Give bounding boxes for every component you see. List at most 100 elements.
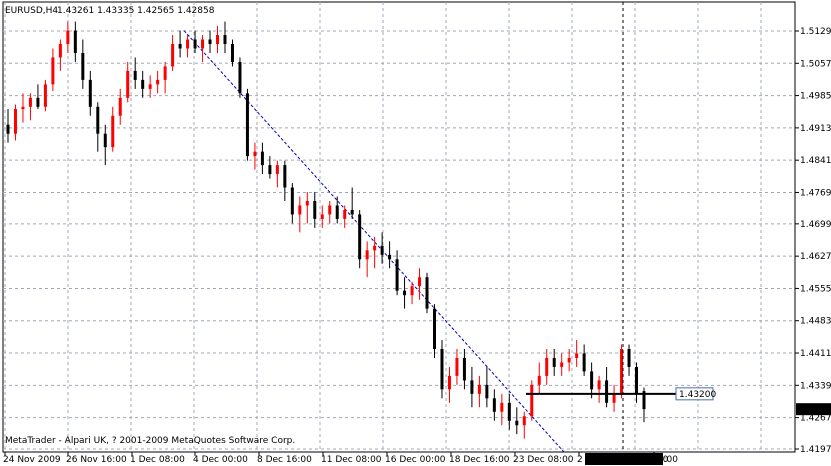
candle-body xyxy=(305,200,309,206)
current-price-label: 1.42858 xyxy=(798,405,831,415)
candle-body xyxy=(507,402,511,421)
candle-body xyxy=(245,93,249,157)
candle-body xyxy=(410,286,414,296)
candle-body xyxy=(328,205,332,215)
candle-body xyxy=(545,357,549,376)
candle-body xyxy=(537,375,541,385)
candle-body xyxy=(298,205,302,215)
candle-body xyxy=(96,106,100,134)
candle-body xyxy=(485,384,489,399)
trendline[interactable] xyxy=(183,30,565,453)
hline-label: 1.43200 xyxy=(679,390,716,400)
candle-body xyxy=(447,375,451,390)
y-tick-label: 1.49850 xyxy=(800,92,831,102)
candle-body xyxy=(223,35,227,45)
candle-body xyxy=(126,70,130,98)
x-tick-label: 16 Dec 00:00 xyxy=(385,455,446,465)
candle-body xyxy=(418,277,422,287)
candle-body xyxy=(455,357,459,376)
candle-body xyxy=(380,245,384,255)
candle-body xyxy=(275,165,279,175)
y-tick-label: 1.48410 xyxy=(800,156,831,166)
candle-body xyxy=(388,254,392,260)
candle-body xyxy=(552,357,556,367)
y-tick-label: 1.44110 xyxy=(800,349,831,359)
y-tick-label: 1.50570 xyxy=(800,59,831,69)
candle-body xyxy=(515,420,519,426)
candle-body xyxy=(268,165,272,175)
candle-body xyxy=(73,30,77,53)
candle-body xyxy=(560,362,564,367)
y-tick-label: 1.46270 xyxy=(800,252,831,262)
candle-body xyxy=(111,115,115,148)
price-axis: 1.51290 1.50570 1.49850 1.49130 1.48410 1.476… xyxy=(795,27,831,455)
ohlc-readout: 1.43261 1.43335 1.42565 1.42858 xyxy=(57,6,215,16)
candle-body xyxy=(133,70,137,80)
candle-body xyxy=(395,259,399,291)
time-axis: 24 Nov 2009 26 Nov 16:00 1 Dec 08:00 4 Dec … xyxy=(3,452,678,465)
y-tick-label: 1.49130 xyxy=(800,124,831,134)
y-tick-label: 1.44830 xyxy=(800,317,831,327)
candle-body xyxy=(178,44,182,49)
candle-body xyxy=(260,151,264,166)
symbol-title: EURUSD,H4 xyxy=(5,6,58,16)
y-tick-label: 1.47690 xyxy=(800,188,831,198)
candle-body xyxy=(350,209,354,215)
candle-body xyxy=(335,205,339,219)
candle-body xyxy=(118,97,122,116)
candle-body xyxy=(590,371,594,390)
crosshair-time-label: 2009.12.31 00:00 xyxy=(588,455,669,465)
candle-body xyxy=(575,353,579,358)
candle-body xyxy=(58,44,62,58)
candle-body xyxy=(320,214,324,219)
y-tick-label: 1.43390 xyxy=(800,381,831,391)
candle-body xyxy=(43,84,47,107)
crosshair-time-box xyxy=(585,453,663,465)
candle-body xyxy=(642,391,646,410)
candle-body xyxy=(567,357,571,363)
candle-body xyxy=(156,79,160,85)
x-tick-label: 4 Dec 00:00 xyxy=(193,455,248,465)
candle-body xyxy=(103,133,107,148)
crosshair: 2009.12.31 00:00 xyxy=(585,2,669,465)
candle-body xyxy=(440,348,444,390)
y-tick-label: 1.51290 xyxy=(800,27,831,37)
copyright-text: MetaTrader - Alpari UK, ? 2001-2009 Meta… xyxy=(5,436,295,446)
candle-body xyxy=(193,39,197,49)
candle-body xyxy=(373,245,377,251)
candle-body xyxy=(186,39,190,49)
candle-body xyxy=(88,79,92,107)
candle-body xyxy=(313,200,317,219)
grid-lines xyxy=(2,1,796,453)
candle-body xyxy=(605,380,609,403)
candle-body xyxy=(492,398,496,412)
candle-body xyxy=(66,30,70,45)
candle-body xyxy=(343,209,347,219)
x-tick-label: 26 Nov 16:00 xyxy=(66,455,127,465)
candle-body xyxy=(148,84,152,89)
candle-body xyxy=(290,187,294,215)
x-tick-label: 8 Dec 16:00 xyxy=(257,455,312,465)
candle-body xyxy=(620,348,624,394)
candles xyxy=(6,21,646,439)
candle-body xyxy=(141,79,145,89)
candle-body xyxy=(627,348,631,367)
horizontal-line[interactable]: 1.43200 xyxy=(526,387,716,401)
candle-body xyxy=(500,402,504,412)
candle-body xyxy=(597,380,601,390)
candle-body xyxy=(612,393,616,403)
candle-body xyxy=(470,380,474,394)
candle-body xyxy=(432,308,436,349)
candle-body xyxy=(201,39,205,49)
candle-body xyxy=(28,97,32,107)
candle-body xyxy=(365,250,369,260)
candle-body xyxy=(238,61,242,94)
candle-body xyxy=(208,39,212,45)
candle-body xyxy=(13,109,17,134)
candle-body xyxy=(462,357,466,381)
candle-body xyxy=(230,44,234,62)
candle-body xyxy=(253,151,257,157)
y-tick-label: 1.45550 xyxy=(800,284,831,294)
